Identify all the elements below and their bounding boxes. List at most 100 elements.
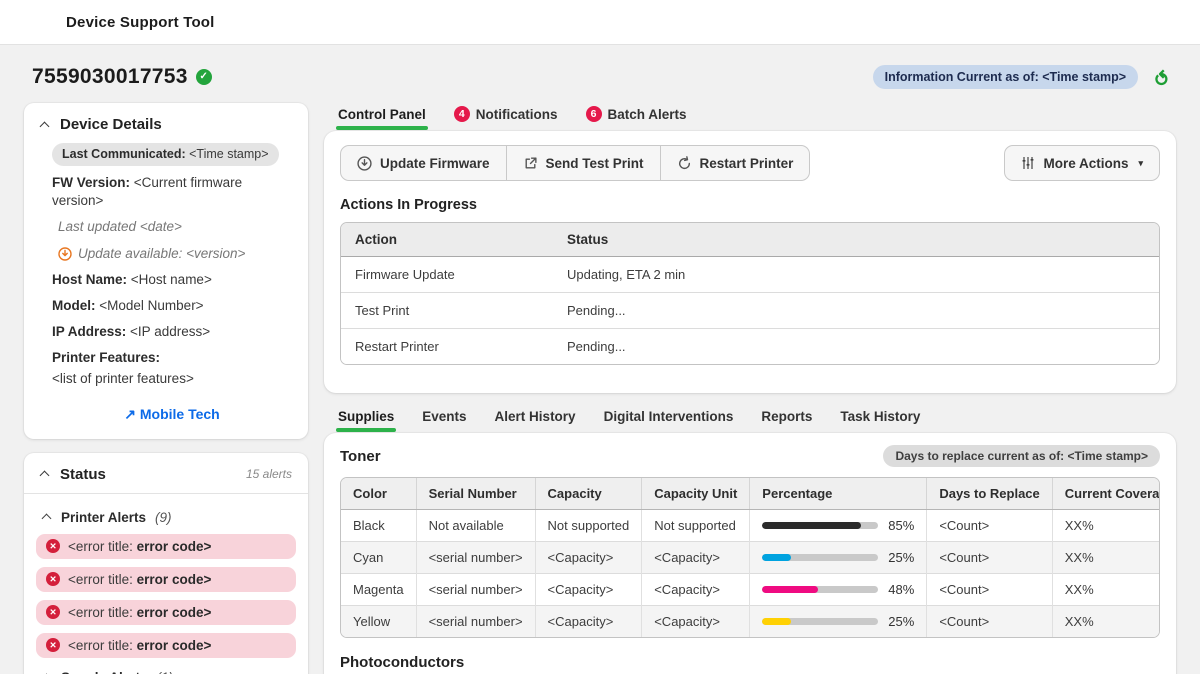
model-label: Model: — [52, 298, 96, 313]
tab-label: Task History — [840, 409, 920, 424]
top-app-bar: Device Support Tool — [0, 0, 1200, 45]
verified-check-icon: ✓ — [196, 69, 212, 85]
tab-task-history[interactable]: Task History — [840, 409, 920, 431]
update-firmware-button[interactable]: Update Firmware — [340, 145, 507, 181]
tab-supplies[interactable]: Supplies — [338, 409, 394, 431]
serial-cell: <serial number> — [416, 542, 535, 574]
tab-batch-alerts[interactable]: 6 Batch Alerts — [586, 106, 687, 129]
toner-level-bar — [762, 554, 878, 561]
external-link-arrow-icon: ↗ — [124, 406, 136, 422]
supplies-card: Toner Days to replace current as of: <Ti… — [324, 433, 1176, 674]
toner-level-bar — [762, 586, 878, 593]
percent-label: 85% — [888, 518, 914, 533]
button-label: Update Firmware — [380, 156, 490, 171]
toner-table: Color Serial Number Capacity Capacity Un… — [340, 477, 1160, 638]
send-test-print-button[interactable]: Send Test Print — [507, 145, 661, 181]
toner-level-bar — [762, 522, 878, 529]
ip-address-label: IP Address: — [52, 324, 126, 339]
toner-row-magenta: Magenta <serial number> <Capacity> <Capa… — [341, 574, 1160, 606]
column-header-serial: Serial Number — [416, 478, 535, 510]
button-label: More Actions — [1043, 156, 1128, 171]
percentage-cell: 48% — [750, 574, 927, 606]
table-row: Firmware Update Updating, ETA 2 min — [341, 257, 1159, 293]
tab-events[interactable]: Events — [422, 409, 466, 431]
capacity-cell: <Capacity> — [535, 606, 642, 638]
capacity-cell: <Capacity> — [535, 542, 642, 574]
printer-features-label: Printer Features: — [52, 350, 160, 365]
capacity-unit-cell: <Capacity> — [642, 574, 750, 606]
tab-label: Alert History — [495, 409, 576, 424]
color-cell: Yellow — [341, 606, 416, 638]
table-header-row: Color Serial Number Capacity Capacity Un… — [341, 478, 1160, 510]
capacity-unit-cell: <Capacity> — [642, 606, 750, 638]
printer-alert-item[interactable]: ✕ <error title: error code> — [36, 600, 296, 625]
more-actions-button[interactable]: More Actions ▾ — [1004, 145, 1160, 181]
percentage-cell: 25% — [750, 542, 927, 574]
tab-label: Control Panel — [338, 107, 426, 122]
tab-label: Digital Interventions — [604, 409, 734, 424]
secondary-tabs: Supplies Events Alert History Digital In… — [324, 405, 1176, 431]
printer-alerts-label: Printer Alerts — [61, 510, 146, 525]
status-cell: Pending... — [553, 329, 1159, 365]
printer-alert-item[interactable]: ✕ <error title: error code> — [36, 633, 296, 658]
device-id-wrap: 7559030017753 ✓ — [32, 65, 212, 89]
tab-label: Batch Alerts — [608, 107, 687, 122]
host-name-value: <Host name> — [131, 272, 212, 287]
column-header-current-coverage: Current Coverage — [1052, 478, 1160, 510]
percentage-cell: 25% — [750, 606, 927, 638]
tab-label: Reports — [761, 409, 812, 424]
printer-alerts-count: (9) — [155, 510, 172, 525]
chevron-down-icon: ▾ — [1138, 158, 1143, 169]
actions-in-progress-title: Actions In Progress — [340, 197, 1160, 213]
action-cell: Firmware Update — [341, 257, 553, 293]
supply-alerts-group-header[interactable]: Supply Alerts (1) — [42, 670, 296, 674]
coverage-cell: XX% — [1052, 542, 1160, 574]
days-cell: <Count> — [927, 510, 1052, 542]
status-header[interactable]: Status 15 alerts — [24, 453, 308, 494]
error-circle-icon: ✕ — [46, 539, 60, 553]
button-label: Send Test Print — [546, 156, 644, 171]
refresh-icon[interactable]: ⟳ — [1151, 69, 1170, 85]
ip-address-line: IP Address: <IP address> — [52, 323, 292, 341]
tab-alert-history[interactable]: Alert History — [495, 409, 576, 431]
printer-alert-item[interactable]: ✕ <error title: error code> — [36, 567, 296, 592]
error-circle-icon: ✕ — [46, 638, 60, 652]
column-header-days-to-replace: Days to Replace — [927, 478, 1052, 510]
left-column: Device Details Last Communicated: <Time … — [24, 103, 308, 674]
coverage-cell: XX% — [1052, 510, 1160, 542]
host-name-label: Host Name: — [52, 272, 127, 287]
days-cell: <Count> — [927, 542, 1052, 574]
days-cell: <Count> — [927, 574, 1052, 606]
restart-printer-button[interactable]: Restart Printer — [661, 145, 811, 181]
chevron-up-icon — [40, 120, 50, 130]
tab-notifications[interactable]: 4 Notifications — [454, 106, 558, 129]
actions-toolbar: Update Firmware Send Test Print — [340, 145, 1160, 181]
mobile-tech-link[interactable]: ↗ Mobile Tech — [124, 406, 219, 422]
action-cell: Restart Printer — [341, 329, 553, 365]
tab-reports[interactable]: Reports — [761, 409, 812, 431]
notifications-count-badge: 4 — [454, 106, 470, 122]
percent-label: 25% — [888, 550, 914, 565]
toner-level-fill — [762, 522, 861, 529]
column-header-color: Color — [341, 478, 416, 510]
alerts-count: 15 alerts — [246, 467, 292, 481]
status-cell: Updating, ETA 2 min — [553, 257, 1159, 293]
actions-in-progress-table: Action Status Firmware Update Updating, … — [340, 222, 1160, 365]
status-card: Status 15 alerts Printer Alerts (9) ✕ <e… — [24, 453, 308, 674]
device-details-header[interactable]: Device Details — [40, 116, 292, 133]
last-communicated-badge: Last Communicated: <Time stamp> — [52, 143, 292, 166]
app-title: Device Support Tool — [66, 14, 215, 31]
model-value: <Model Number> — [99, 298, 203, 313]
color-cell: Cyan — [341, 542, 416, 574]
printer-alert-item[interactable]: ✕ <error title: error code> — [36, 534, 296, 559]
status-body: Printer Alerts (9) ✕ <error title: error… — [24, 494, 308, 674]
coverage-cell: XX% — [1052, 606, 1160, 638]
tab-digital-interventions[interactable]: Digital Interventions — [604, 409, 734, 431]
table-header-row: Action Status — [341, 223, 1159, 257]
printer-alerts-group-header[interactable]: Printer Alerts (9) — [42, 510, 296, 525]
control-panel-card: Update Firmware Send Test Print — [324, 131, 1176, 393]
table-row: Test Print Pending... — [341, 293, 1159, 329]
tab-control-panel[interactable]: Control Panel — [338, 107, 426, 129]
supply-alerts-label: Supply Alerts — [61, 670, 148, 674]
column-header-status: Status — [553, 223, 1159, 257]
